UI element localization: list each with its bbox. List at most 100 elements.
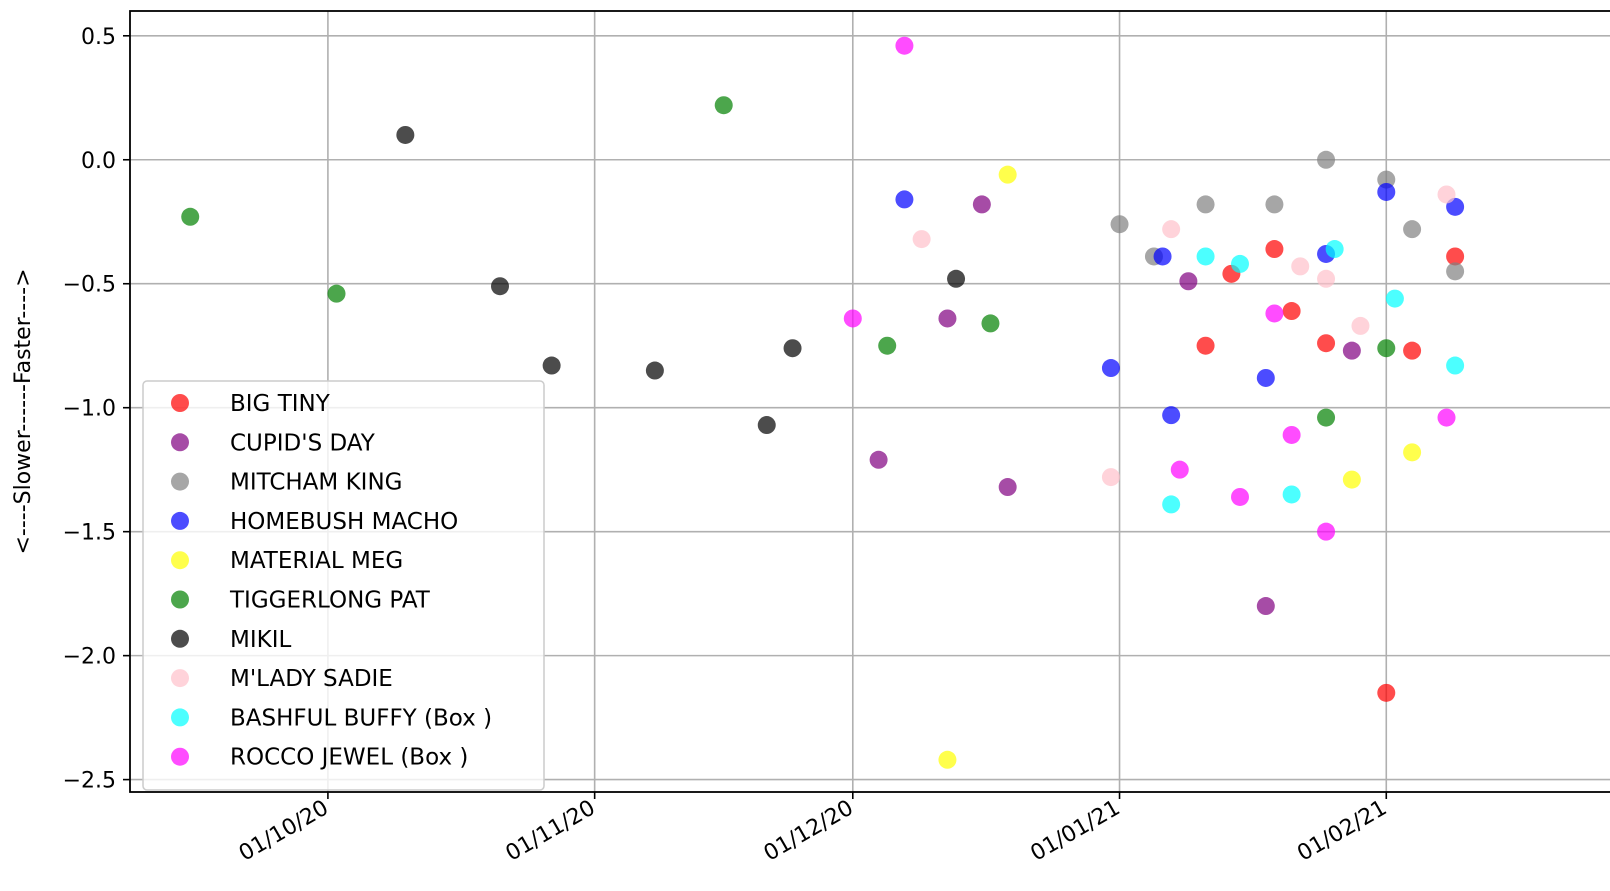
data-point (1265, 304, 1284, 323)
data-point (1282, 485, 1301, 504)
data-point (998, 165, 1017, 184)
data-point (1437, 185, 1456, 204)
legend-label: CUPID'S DAY (230, 430, 376, 456)
data-point (843, 309, 862, 328)
legend-label: BASHFUL BUFFY (Box ) (230, 705, 492, 731)
legend-marker (171, 590, 189, 609)
legend-label: M'LADY SADIE (230, 666, 393, 692)
data-point (327, 284, 346, 303)
data-point (1265, 240, 1284, 259)
data-point (1282, 302, 1301, 321)
data-points (181, 36, 1465, 769)
legend-marker (171, 551, 189, 570)
data-point (1317, 269, 1336, 288)
data-point (895, 36, 914, 55)
data-point (1110, 215, 1129, 234)
data-point (1446, 356, 1465, 375)
data-point (757, 416, 776, 435)
data-point (938, 750, 957, 769)
data-point (542, 356, 561, 375)
data-point (869, 450, 888, 469)
legend-marker (171, 747, 189, 766)
legend-marker (171, 708, 189, 727)
legend-label: BIG TINY (230, 391, 331, 417)
data-point (181, 207, 200, 226)
data-point (1377, 170, 1396, 189)
legend-marker (171, 394, 189, 412)
data-point (1403, 341, 1422, 360)
data-point (998, 478, 1017, 497)
legend-label: MIKIL (230, 627, 291, 653)
data-point (1403, 443, 1422, 462)
data-point (1231, 254, 1249, 273)
y-tick-label: −1.0 (63, 397, 116, 422)
data-point (1101, 359, 1120, 378)
data-point (1377, 683, 1396, 702)
data-point (878, 336, 897, 355)
data-point (895, 190, 914, 209)
data-point (1342, 470, 1361, 489)
legend: BIG TINY CUPID'S DAY MITCHAM KING HOMEBUSH … (142, 380, 545, 791)
y-tick-label: −2.0 (63, 645, 116, 670)
data-point (1437, 408, 1456, 427)
legend-label: TIGGERLONG PAT (229, 588, 431, 614)
data-point (1377, 339, 1396, 358)
data-point (947, 269, 966, 288)
data-point (1342, 341, 1361, 360)
data-point (1403, 220, 1422, 239)
legend-marker (171, 669, 189, 688)
data-point (1153, 247, 1172, 266)
data-point (1162, 220, 1181, 239)
data-point (1170, 460, 1189, 479)
data-point (1196, 336, 1215, 355)
data-point (1179, 272, 1198, 291)
data-point (972, 195, 991, 214)
legend-label: ROCCO JEWEL (Box ) (230, 745, 468, 771)
legend-marker (171, 433, 189, 452)
data-point (1265, 195, 1284, 214)
data-point (645, 361, 664, 380)
data-point (1317, 334, 1336, 353)
data-point (1162, 495, 1181, 514)
data-point (1162, 406, 1181, 425)
y-tick-label: 0.0 (81, 149, 116, 174)
data-point (1291, 257, 1310, 276)
legend-label: MITCHAM KING (230, 470, 402, 496)
data-point (491, 277, 509, 296)
data-point (1256, 597, 1275, 616)
data-point (1446, 247, 1465, 266)
grid (130, 11, 1610, 792)
data-point (1317, 150, 1336, 169)
data-point (1231, 487, 1249, 506)
y-tick-label: −0.5 (63, 273, 116, 298)
legend-marker (171, 472, 189, 491)
data-point (1317, 408, 1336, 427)
data-point (1282, 425, 1301, 444)
legend-box (142, 380, 545, 791)
data-point (1196, 195, 1215, 214)
legend-marker (171, 511, 189, 530)
data-point (912, 230, 931, 249)
y-tick-label: −1.5 (63, 521, 116, 546)
data-point (1196, 247, 1215, 266)
legend-label: MATERIAL MEG (230, 548, 403, 574)
data-point (1351, 316, 1370, 335)
data-point (396, 125, 415, 144)
y-tick-label: −2.5 (63, 769, 116, 794)
data-point (1385, 289, 1404, 308)
data-point (714, 96, 733, 115)
data-point (1101, 468, 1120, 487)
data-point (1446, 262, 1465, 281)
axes-frame (129, 10, 1610, 793)
y-axis-label: <----Slower------Faster----> (11, 268, 36, 554)
legend-label: HOMEBUSH MACHO (230, 509, 458, 535)
data-point (783, 339, 802, 358)
data-point (981, 314, 1000, 333)
y-tick-label: 0.5 (81, 25, 116, 50)
data-point (938, 309, 957, 328)
legend-marker (171, 629, 189, 648)
data-point (1325, 240, 1344, 259)
data-point (1377, 182, 1396, 201)
data-point (1256, 368, 1275, 387)
